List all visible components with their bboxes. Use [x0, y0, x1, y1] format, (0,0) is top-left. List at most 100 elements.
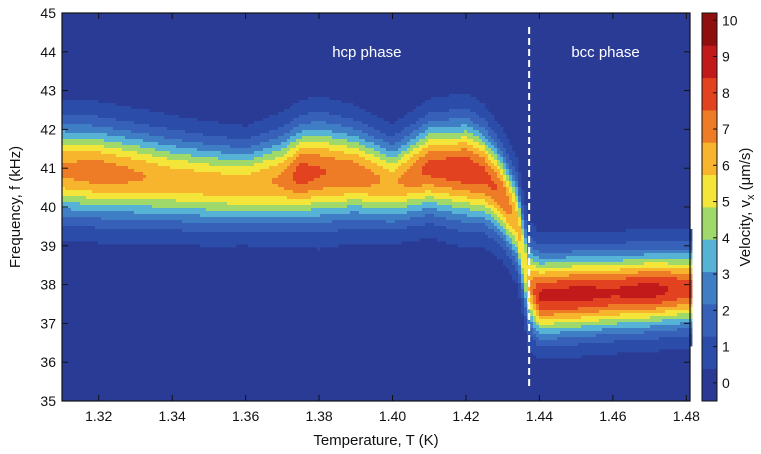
heatmap-cell — [140, 142, 144, 146]
heatmap-cell — [167, 148, 171, 152]
heatmap-cell — [128, 142, 132, 146]
heatmap-cell — [212, 178, 216, 182]
heatmap-cell — [269, 208, 273, 212]
heatmap-cell — [269, 127, 273, 131]
heatmap-cell — [335, 112, 339, 116]
heatmap-cell — [326, 130, 330, 134]
heatmap-cell — [245, 184, 249, 188]
heatmap-cell — [158, 181, 162, 185]
heatmap-cell — [296, 163, 300, 167]
heatmap-cell — [395, 214, 399, 218]
heatmap-cell — [320, 211, 324, 215]
heatmap-cell — [320, 145, 324, 149]
heatmap-cell — [167, 160, 171, 164]
heatmap-cell — [71, 217, 75, 221]
heatmap-cell — [65, 163, 69, 167]
heatmap-cell — [101, 118, 105, 122]
heatmap-cell — [302, 226, 306, 230]
heatmap-cell — [134, 196, 138, 200]
heatmap-cell — [137, 112, 141, 116]
heatmap-cell — [188, 223, 192, 227]
heatmap-cell — [158, 121, 162, 125]
heatmap-cell — [158, 187, 162, 191]
heatmap-cell — [155, 223, 159, 227]
heatmap-cell — [308, 166, 312, 170]
heatmap-cell — [368, 205, 372, 209]
heatmap-cell — [287, 223, 291, 227]
heatmap-cell — [224, 184, 228, 188]
heatmap-cell — [245, 232, 249, 236]
heatmap-cell — [122, 121, 126, 125]
heatmap-cell — [137, 157, 141, 161]
heatmap-cell — [215, 157, 219, 161]
heatmap-cell — [182, 169, 186, 173]
heatmap-cell — [122, 208, 126, 212]
heatmap-cell — [68, 205, 72, 209]
heatmap-cell — [335, 181, 339, 185]
heatmap-cell — [149, 118, 153, 122]
heatmap-cell — [338, 181, 342, 185]
heatmap-cell — [293, 157, 297, 161]
heatmap-cell — [134, 166, 138, 170]
heatmap-cell — [350, 235, 354, 239]
heatmap-cell — [80, 115, 84, 119]
heatmap-cell — [155, 175, 159, 179]
heatmap-cell — [188, 181, 192, 185]
heatmap-cell — [173, 175, 177, 179]
heatmap-cell — [71, 130, 75, 134]
heatmap-cell — [167, 136, 171, 140]
heatmap-cell — [302, 154, 306, 158]
heatmap-cell — [116, 175, 120, 179]
heatmap-cell — [167, 115, 171, 119]
heatmap-cell — [311, 109, 315, 113]
heatmap-cell — [173, 220, 177, 224]
heatmap-cell — [182, 133, 186, 137]
heatmap-cell — [83, 202, 87, 206]
heatmap-cell — [251, 208, 255, 212]
heatmap-cell — [215, 190, 219, 194]
heatmap-cell — [278, 148, 282, 152]
heatmap-cell — [380, 172, 384, 176]
heatmap-cell — [80, 166, 84, 170]
heatmap-cell — [128, 109, 132, 113]
heatmap-cell — [272, 130, 276, 134]
heatmap-cell — [272, 163, 276, 167]
heatmap-cell — [290, 196, 294, 200]
heatmap-cell — [299, 157, 303, 161]
heatmap-cell — [173, 187, 177, 191]
heatmap-cell — [230, 163, 234, 167]
heatmap-cell — [359, 196, 363, 200]
heatmap-cell — [314, 229, 318, 233]
heatmap-cell — [203, 121, 207, 125]
heatmap-cell — [86, 166, 90, 170]
heatmap-cell — [272, 136, 276, 140]
heatmap-cell — [299, 169, 303, 173]
heatmap-cell — [227, 124, 231, 128]
heatmap-cell — [287, 184, 291, 188]
heatmap-cell — [383, 145, 387, 149]
heatmap-cell — [146, 157, 150, 161]
heatmap-cell — [341, 151, 345, 155]
heatmap-cell — [368, 169, 372, 173]
heatmap-cell — [260, 211, 264, 215]
heatmap-cell — [209, 244, 213, 248]
heatmap-cell — [128, 166, 132, 170]
heatmap-cell — [224, 172, 228, 176]
heatmap-cell — [74, 121, 78, 125]
heatmap-cell — [356, 226, 360, 230]
heatmap-cell — [65, 109, 69, 113]
heatmap-cell — [191, 178, 195, 182]
heatmap-cell — [326, 166, 330, 170]
heatmap-cell — [137, 241, 141, 245]
heatmap-cell — [323, 241, 327, 245]
heatmap-cell — [218, 217, 222, 221]
heatmap-cell — [62, 187, 66, 191]
heatmap-cell — [206, 190, 210, 194]
heatmap-cell — [335, 229, 339, 233]
heatmap-cell — [167, 235, 171, 239]
heatmap-cell — [284, 160, 288, 164]
heatmap-cell — [209, 124, 213, 128]
heatmap-cell — [221, 202, 225, 206]
heatmap-cell — [197, 154, 201, 158]
heatmap-cell — [140, 139, 144, 143]
